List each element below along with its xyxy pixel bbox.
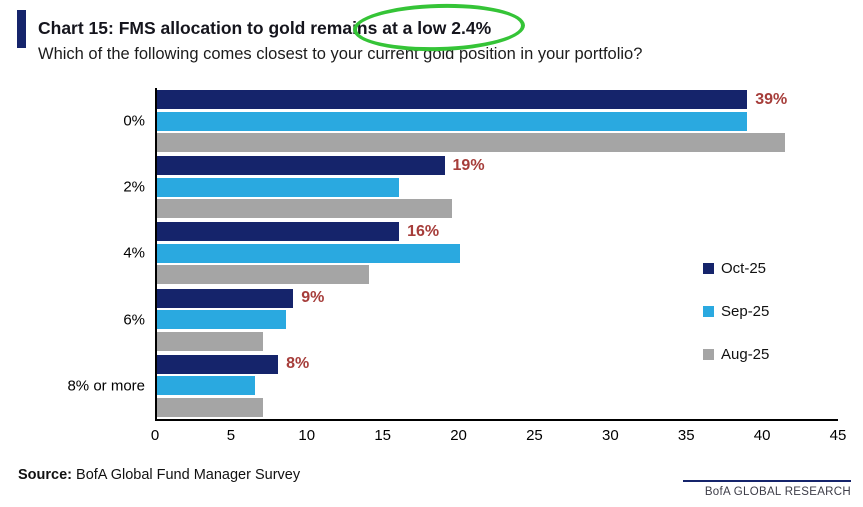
bar-row: 9% bbox=[157, 288, 838, 308]
source-label: Source: bbox=[18, 467, 72, 483]
bar-oct-25 bbox=[157, 288, 294, 308]
category-label: 0% bbox=[123, 112, 145, 130]
bar-aug-25 bbox=[157, 265, 369, 285]
bar-row: 8% bbox=[157, 354, 838, 374]
category-label: 4% bbox=[123, 244, 145, 262]
source-text: BofA Global Fund Manager Survey bbox=[76, 467, 301, 483]
legend-label: Oct-25 bbox=[721, 260, 767, 277]
legend-label: Aug-25 bbox=[721, 346, 770, 363]
bar-sep-25 bbox=[157, 177, 400, 197]
bar-row bbox=[157, 133, 838, 153]
bar-row bbox=[157, 265, 838, 285]
x-axis: 0 5 10 15 20 25 30 35 40 45 bbox=[151, 427, 847, 447]
bar-sep-25 bbox=[157, 111, 748, 131]
bar-row bbox=[157, 177, 838, 197]
bar-group: 2% 19% bbox=[123, 154, 838, 220]
category-label: 8% or more bbox=[67, 377, 145, 395]
legend-item-oct-25: Oct-25 bbox=[703, 260, 769, 277]
bar-group: 6% 9% bbox=[123, 287, 838, 353]
bar-row bbox=[157, 310, 838, 330]
bar-group: 4% 16% bbox=[123, 220, 838, 286]
category-label: 6% bbox=[123, 311, 145, 329]
x-tick-label: 20 bbox=[450, 427, 467, 444]
source-line: Source: BofA Global Fund Manager Survey bbox=[18, 467, 300, 483]
legend-item-sep-25: Sep-25 bbox=[703, 303, 769, 320]
bar-row bbox=[157, 331, 838, 351]
title-accent-bar bbox=[17, 10, 26, 48]
bar-row bbox=[157, 111, 838, 131]
bar-row bbox=[157, 199, 838, 219]
legend-swatch bbox=[703, 306, 714, 317]
x-tick-label: 35 bbox=[677, 427, 695, 444]
bar-group: 8% or more 8% bbox=[67, 353, 838, 419]
legend-swatch bbox=[703, 263, 714, 274]
x-tick-label: 5 bbox=[226, 427, 236, 444]
value-label: 8% bbox=[286, 355, 310, 373]
bar-oct-25 bbox=[157, 222, 400, 242]
bar-sep-25 bbox=[157, 310, 286, 330]
branding-bofa-global-research: BofA GLOBAL RESEARCH bbox=[683, 480, 851, 498]
x-tick-label: 40 bbox=[753, 427, 771, 444]
x-tick-label: 0 bbox=[150, 427, 160, 444]
x-tick-label: 15 bbox=[374, 427, 391, 444]
bar-oct-25 bbox=[157, 90, 748, 110]
chart-subtitle: Which of the following comes closest to … bbox=[38, 45, 643, 63]
bar-aug-25 bbox=[157, 133, 786, 153]
value-label: 19% bbox=[452, 156, 485, 174]
legend-label: Sep-25 bbox=[721, 303, 770, 320]
bar-group: 0% 39% bbox=[123, 88, 838, 154]
legend: Oct-25 Sep-25 Aug-25 bbox=[703, 260, 769, 389]
bar-row bbox=[157, 376, 838, 396]
legend-item-aug-25: Aug-25 bbox=[703, 346, 769, 363]
bar-sep-25 bbox=[157, 243, 460, 263]
bar-oct-25 bbox=[157, 354, 279, 374]
bar-aug-25 bbox=[157, 331, 263, 351]
bar-sep-25 bbox=[157, 376, 256, 396]
value-label: 9% bbox=[301, 289, 325, 307]
x-tick-label: 25 bbox=[526, 427, 543, 444]
bar-row: 39% bbox=[157, 90, 838, 110]
value-label: 16% bbox=[407, 222, 440, 240]
bar-row bbox=[157, 397, 838, 417]
plot-area: 0% 39% 2% 19% 4% 16% 6% 9% 8% or more 8% bbox=[67, 88, 838, 421]
category-label: 2% bbox=[123, 178, 145, 196]
chart-title: Chart 15: FMS allocation to gold remains… bbox=[38, 18, 492, 38]
bar-row bbox=[157, 243, 838, 263]
bar-row: 16% bbox=[157, 222, 838, 242]
x-tick-label: 10 bbox=[298, 427, 316, 444]
legend-swatch bbox=[703, 349, 714, 360]
x-tick-label: 30 bbox=[601, 427, 619, 444]
bar-oct-25 bbox=[157, 156, 445, 176]
value-label: 39% bbox=[755, 90, 788, 108]
x-tick-label: 45 bbox=[829, 427, 847, 444]
bar-aug-25 bbox=[157, 397, 263, 417]
bar-aug-25 bbox=[157, 199, 453, 219]
bar-row: 19% bbox=[157, 156, 838, 176]
